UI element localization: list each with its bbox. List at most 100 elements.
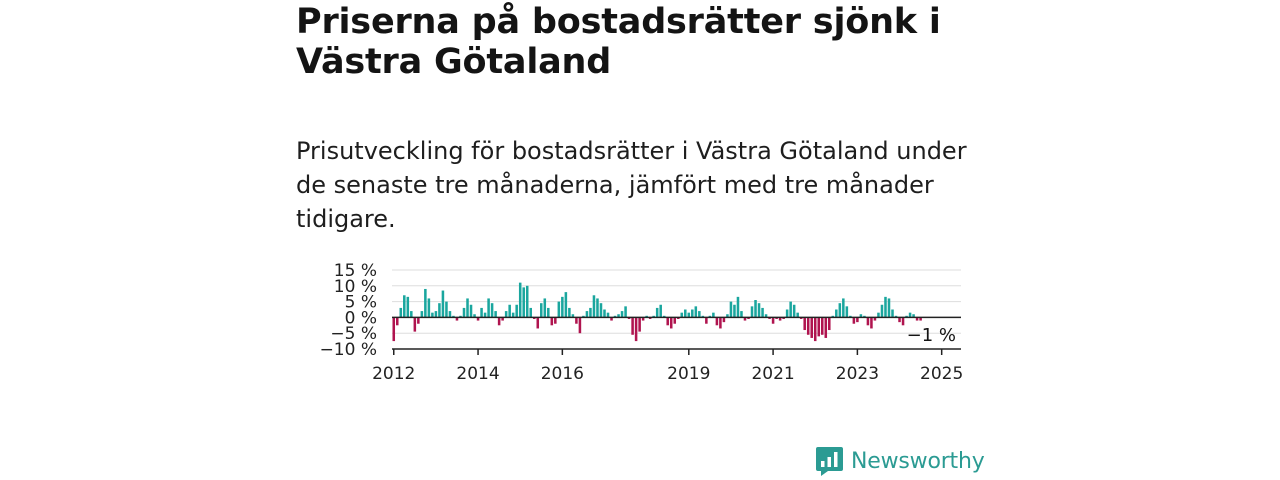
bar bbox=[557, 301, 561, 318]
y-tick-label: 0 % bbox=[345, 308, 377, 328]
bar bbox=[912, 314, 915, 318]
bar bbox=[863, 315, 866, 318]
bar bbox=[578, 317, 582, 334]
bar bbox=[399, 307, 403, 318]
bar bbox=[852, 317, 856, 324]
y-tick-label: 5 % bbox=[345, 293, 377, 313]
bar bbox=[497, 317, 501, 326]
bar bbox=[845, 306, 849, 318]
bar bbox=[532, 317, 536, 319]
bar bbox=[691, 309, 694, 318]
bar bbox=[631, 317, 634, 335]
bar bbox=[606, 312, 610, 318]
bar bbox=[459, 315, 462, 318]
bar bbox=[880, 304, 884, 318]
bar bbox=[652, 315, 655, 318]
bar bbox=[613, 315, 617, 318]
brand-footer: Newsworthy bbox=[815, 446, 985, 477]
bar bbox=[856, 317, 859, 323]
x-tick-label: 2016 bbox=[541, 364, 584, 384]
bar bbox=[821, 317, 824, 335]
bar bbox=[413, 317, 417, 332]
bar bbox=[719, 317, 722, 329]
bar bbox=[838, 303, 842, 318]
bar bbox=[866, 317, 870, 326]
bar bbox=[589, 307, 592, 318]
bar bbox=[445, 301, 448, 318]
y-tick-label: 15 % bbox=[334, 261, 377, 281]
bar bbox=[828, 317, 831, 331]
bar bbox=[771, 317, 775, 324]
bar bbox=[561, 296, 564, 318]
bar bbox=[659, 304, 662, 318]
y-tick-label: −10 % bbox=[320, 340, 377, 360]
y-tick-label: 10 % bbox=[334, 277, 377, 297]
bar bbox=[666, 317, 669, 326]
bar bbox=[901, 317, 905, 326]
newsworthy-logo-icon bbox=[816, 447, 843, 476]
bar bbox=[740, 311, 743, 318]
bar bbox=[571, 314, 575, 318]
bar bbox=[662, 315, 666, 318]
bar bbox=[694, 306, 698, 318]
bar bbox=[750, 306, 754, 318]
bar bbox=[831, 315, 835, 318]
bar bbox=[438, 303, 441, 318]
bar bbox=[894, 315, 898, 318]
bar bbox=[403, 295, 406, 318]
bar bbox=[396, 317, 399, 326]
bar bbox=[427, 298, 431, 318]
bar bbox=[441, 290, 445, 318]
bar bbox=[905, 315, 908, 318]
bar bbox=[525, 285, 529, 318]
brand-name: Newsworthy bbox=[851, 449, 985, 474]
bar bbox=[673, 317, 677, 324]
bar bbox=[550, 317, 554, 326]
bar bbox=[466, 298, 469, 318]
bar bbox=[638, 317, 641, 332]
bar bbox=[712, 312, 715, 318]
last-value-annotation: −1 % bbox=[907, 325, 956, 346]
bar bbox=[487, 298, 490, 318]
bar bbox=[705, 317, 708, 324]
bar bbox=[768, 317, 771, 319]
bar bbox=[810, 317, 813, 338]
bar bbox=[522, 287, 525, 318]
bar bbox=[789, 301, 792, 318]
bar bbox=[585, 311, 589, 318]
bar bbox=[476, 317, 480, 321]
bar bbox=[669, 317, 673, 329]
bar bbox=[620, 311, 624, 318]
bar bbox=[473, 314, 476, 318]
bar bbox=[698, 311, 701, 318]
bar bbox=[508, 304, 511, 318]
bar bbox=[849, 315, 852, 318]
bar bbox=[645, 315, 648, 318]
x-tick-label: 2012 bbox=[372, 364, 415, 384]
bar bbox=[592, 295, 596, 318]
bar bbox=[796, 312, 799, 318]
bar bbox=[599, 303, 603, 318]
bar bbox=[835, 309, 838, 318]
bar bbox=[680, 312, 684, 318]
bar bbox=[641, 317, 645, 321]
bar bbox=[494, 311, 497, 318]
bar bbox=[501, 317, 504, 321]
bar bbox=[676, 317, 680, 319]
bar bbox=[648, 317, 652, 319]
bar bbox=[515, 304, 518, 318]
bar bbox=[596, 298, 599, 318]
bar bbox=[743, 317, 747, 321]
chart-subtitle: Prisutveckling för bostadsrätter i Västr… bbox=[296, 137, 967, 233]
bar bbox=[891, 309, 894, 318]
bar bbox=[624, 306, 627, 318]
x-tick-label: 2019 bbox=[667, 364, 710, 384]
bar bbox=[424, 288, 427, 318]
bar bbox=[813, 317, 817, 342]
bar bbox=[708, 315, 712, 318]
bar bbox=[490, 303, 494, 318]
bar bbox=[736, 296, 740, 318]
bar bbox=[729, 301, 733, 318]
bar bbox=[434, 311, 438, 318]
